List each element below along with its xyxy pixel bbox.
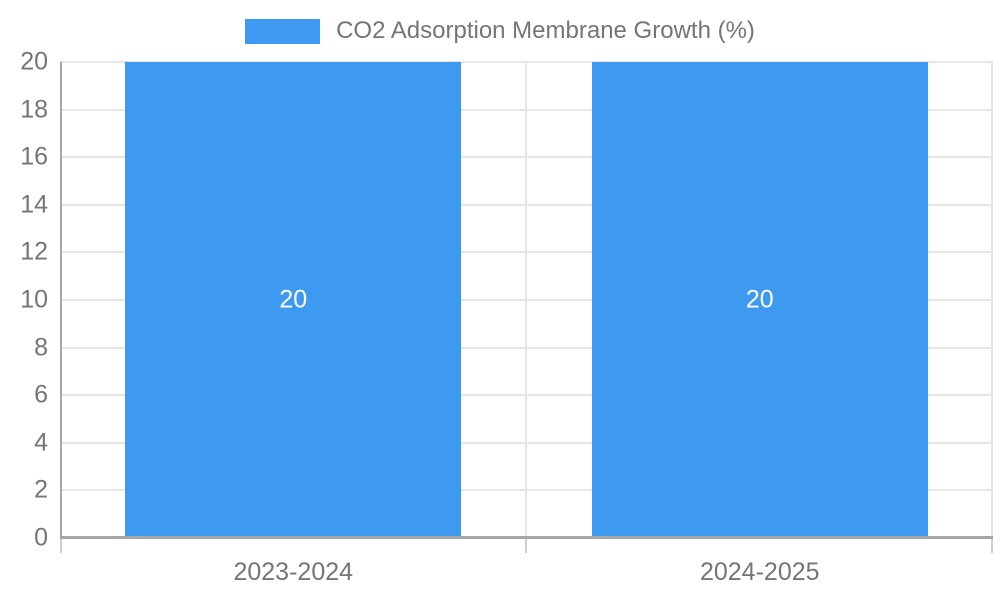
x-tick-label: 2023-2024: [233, 558, 354, 586]
bar-value-label: 20: [745, 285, 774, 314]
gridline-horizontal: [60, 346, 993, 349]
gridline-horizontal: [60, 251, 993, 254]
y-tick-label: 8: [34, 333, 48, 362]
bar[interactable]: [591, 62, 928, 538]
x-tick-label: 2024-2025: [699, 558, 820, 586]
gridline-horizontal: [60, 394, 993, 397]
y-tick-label: 2: [34, 475, 48, 504]
legend-swatch-icon: [245, 18, 321, 44]
gridline-horizontal: [60, 441, 993, 444]
y-tick-label: 6: [34, 380, 48, 409]
legend[interactable]: CO2 Adsorption Membrane Growth (%): [0, 17, 1000, 45]
gridline-horizontal: [60, 489, 993, 492]
y-axis-line: [60, 62, 62, 538]
gridline-horizontal: [60, 203, 993, 206]
x-axis-labels: 2023-2024 2024-2025: [60, 554, 993, 588]
y-tick-label: 16: [20, 142, 48, 171]
gridline-horizontal: [60, 61, 993, 63]
y-axis-labels: 0 2 4 6 8 10 12 14 16 18 20: [0, 48, 48, 552]
gridline-horizontal: [60, 156, 993, 159]
y-tick-label: 12: [20, 237, 48, 266]
plot-area: 20 20: [60, 61, 993, 553]
bar-value-label: 20: [279, 285, 308, 314]
gridline-horizontal: [60, 108, 993, 111]
y-tick-label: 18: [20, 95, 48, 124]
gridline-vertical: [524, 62, 527, 538]
legend-label: CO2 Adsorption Membrane Growth (%): [336, 17, 755, 44]
axis-tick: [524, 539, 527, 553]
y-tick-label: 20: [20, 47, 48, 76]
y-tick-label: 0: [34, 523, 48, 552]
y-tick-label: 14: [20, 190, 48, 219]
y-tick-label: 4: [34, 428, 48, 457]
gridline-vertical: [991, 62, 993, 538]
bar[interactable]: [125, 62, 462, 538]
y-tick-label: 10: [20, 285, 48, 314]
gridline-horizontal: [60, 299, 993, 301]
axis-tick: [60, 539, 62, 553]
x-axis-line: [60, 536, 993, 539]
axis-tick: [991, 539, 993, 553]
